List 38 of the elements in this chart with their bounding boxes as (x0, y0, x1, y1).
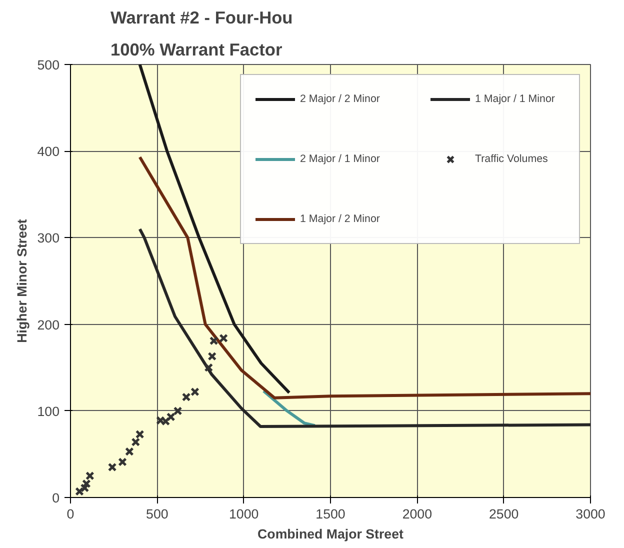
x-tick-label: 2500 (489, 506, 519, 522)
x-axis-title: Combined Major Street (258, 526, 404, 542)
line-series (138, 64, 291, 394)
chart-title: Warrant #2 - Four-Hou (110, 8, 293, 28)
chart-subtitle: 100% Warrant Factor (110, 40, 282, 60)
x-tick-label: 1500 (316, 506, 346, 522)
point (118, 458, 127, 466)
point (190, 387, 200, 396)
legend-label: 1 Major / 1 Minor (475, 93, 556, 105)
point (182, 392, 191, 402)
y-axis-title: Higher Minor Street (14, 218, 30, 343)
legend-label: Traffic Volumes (475, 153, 549, 165)
legend-label: 2 Major / 1 Minor (300, 153, 381, 165)
point (204, 363, 214, 372)
point (125, 447, 134, 456)
y-tick-label: 300 (37, 230, 60, 246)
x-tick-label: 1000 (229, 506, 259, 522)
y-tick-label: 0 (52, 490, 60, 506)
line-series (262, 389, 316, 428)
line-series (138, 228, 590, 428)
line-series (138, 156, 590, 400)
x-tick-label: 2000 (402, 506, 432, 522)
y-tick-label: 200 (37, 317, 60, 332)
point (135, 430, 144, 439)
point (85, 471, 94, 480)
x-tick-label: 500 (146, 506, 168, 522)
legend-label: 1 Major / 2 Minor (300, 213, 381, 225)
x-tick-label: 0 (66, 506, 74, 522)
x-tick-label: 3000 (576, 506, 606, 522)
y-tick-label: 100 (37, 404, 60, 419)
y-tick-label: 400 (37, 144, 60, 160)
point (108, 462, 117, 472)
legend-label: 2 Major / 2 Minor (300, 93, 381, 105)
point (208, 352, 217, 361)
y-tick-label: 500 (37, 58, 60, 72)
point (82, 479, 91, 488)
point (173, 406, 182, 416)
point (131, 438, 140, 447)
